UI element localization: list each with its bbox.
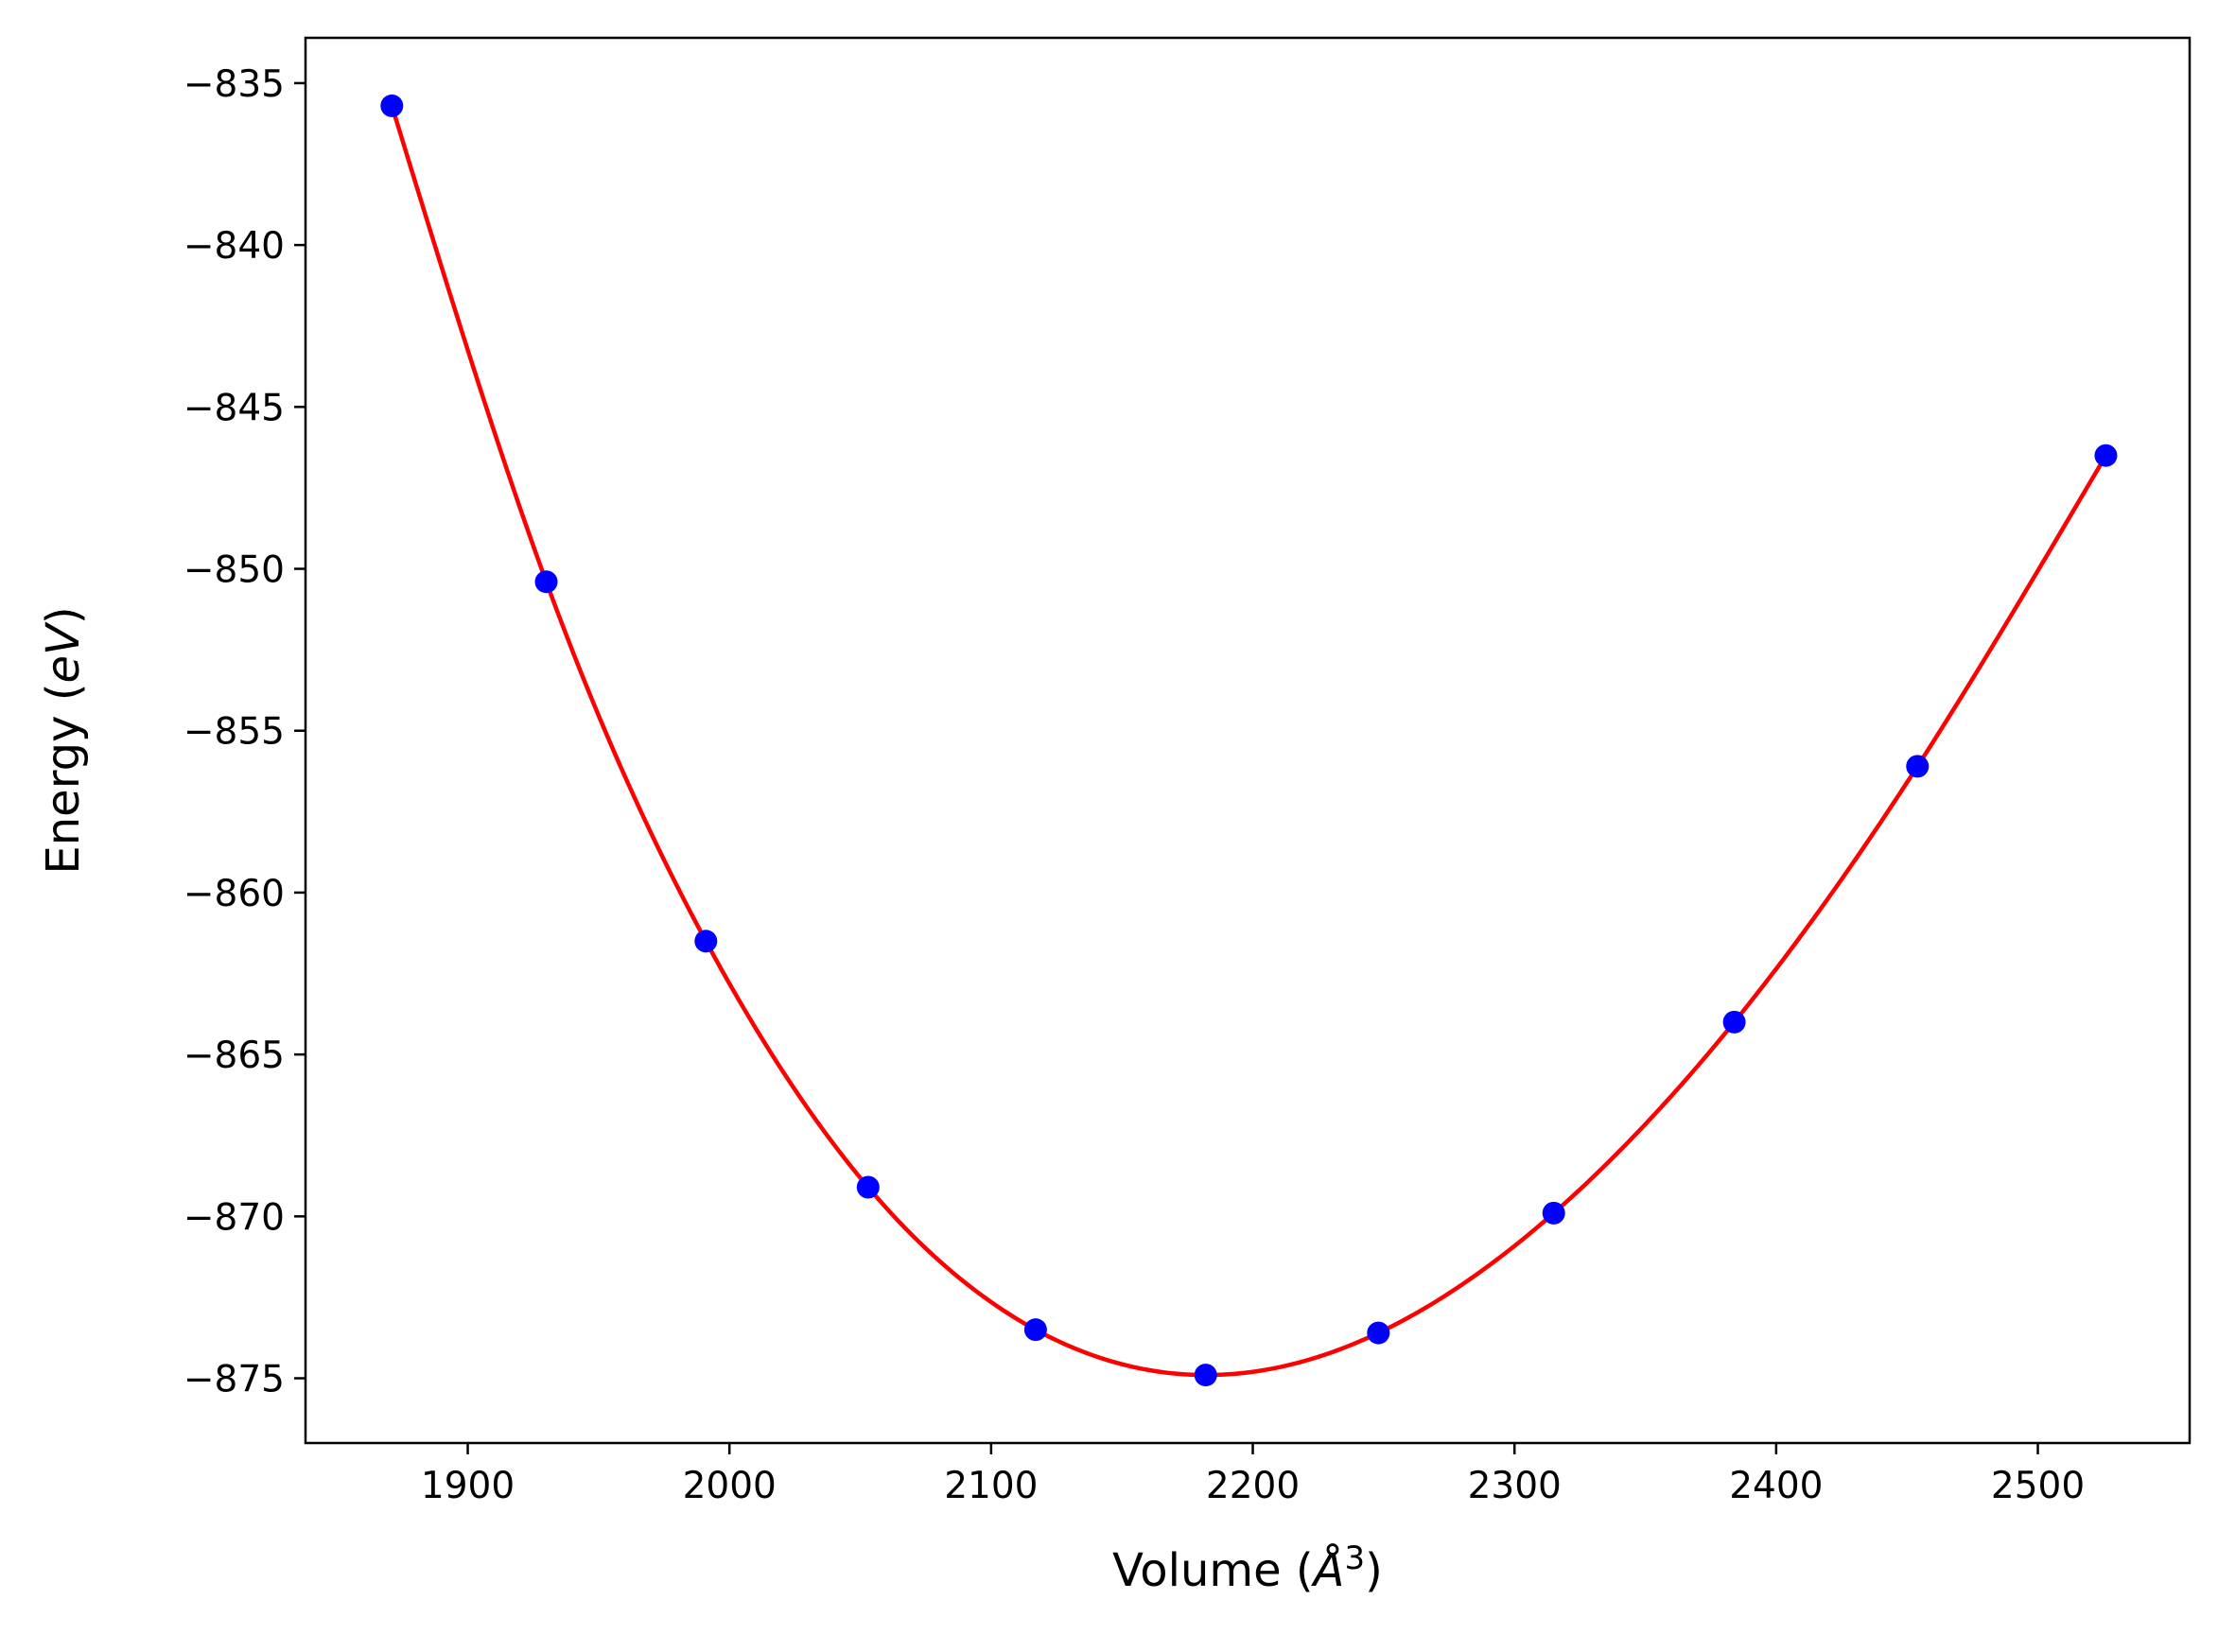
y-tick-label: −855 [183, 711, 285, 754]
data-point [534, 570, 558, 594]
data-point [1722, 1010, 1746, 1034]
data-point [1023, 1318, 1047, 1342]
data-point [1194, 1364, 1217, 1387]
y-tick-label: −865 [183, 1035, 285, 1077]
y-tick-label: −850 [183, 549, 285, 592]
x-tick-label: 2000 [683, 1465, 777, 1507]
y-tick-label: −845 [183, 387, 285, 429]
y-tick-label: −860 [183, 873, 285, 915]
data-point [1542, 1201, 1565, 1225]
data-point [1906, 755, 1930, 778]
data-point [1367, 1321, 1390, 1345]
data-point [2094, 443, 2118, 467]
x-tick-label: 2500 [1991, 1465, 2085, 1507]
x-tick-label: 2200 [1206, 1465, 1300, 1507]
y-tick-label: −840 [183, 225, 285, 268]
y-tick-label: −875 [183, 1359, 285, 1401]
y-axis-ticks: −835 −840 −845 −850 −855 −860 −865 −870 −875 [183, 63, 306, 1401]
x-tick-label: 2300 [1468, 1465, 1562, 1507]
data-point [380, 94, 404, 117]
y-axis-label: Energy (eV) [37, 606, 90, 874]
y-tick-label: −835 [183, 63, 285, 106]
x-tick-label: 2100 [944, 1465, 1038, 1507]
plot-area [380, 94, 2118, 1387]
x-tick-label: 1900 [421, 1465, 515, 1507]
data-point [694, 930, 718, 953]
data-point [856, 1175, 880, 1199]
data-points [380, 94, 2118, 1387]
x-axis-label: Volume (Å3​) [1112, 1539, 1383, 1597]
y-tick-label: −870 [183, 1196, 285, 1239]
axes-frame [304, 36, 2192, 1445]
x-axis-ticks: 1900 2000 2100 2200 2300 2400 2500 [421, 1443, 2085, 1507]
x-tick-label: 2400 [1729, 1465, 1823, 1507]
